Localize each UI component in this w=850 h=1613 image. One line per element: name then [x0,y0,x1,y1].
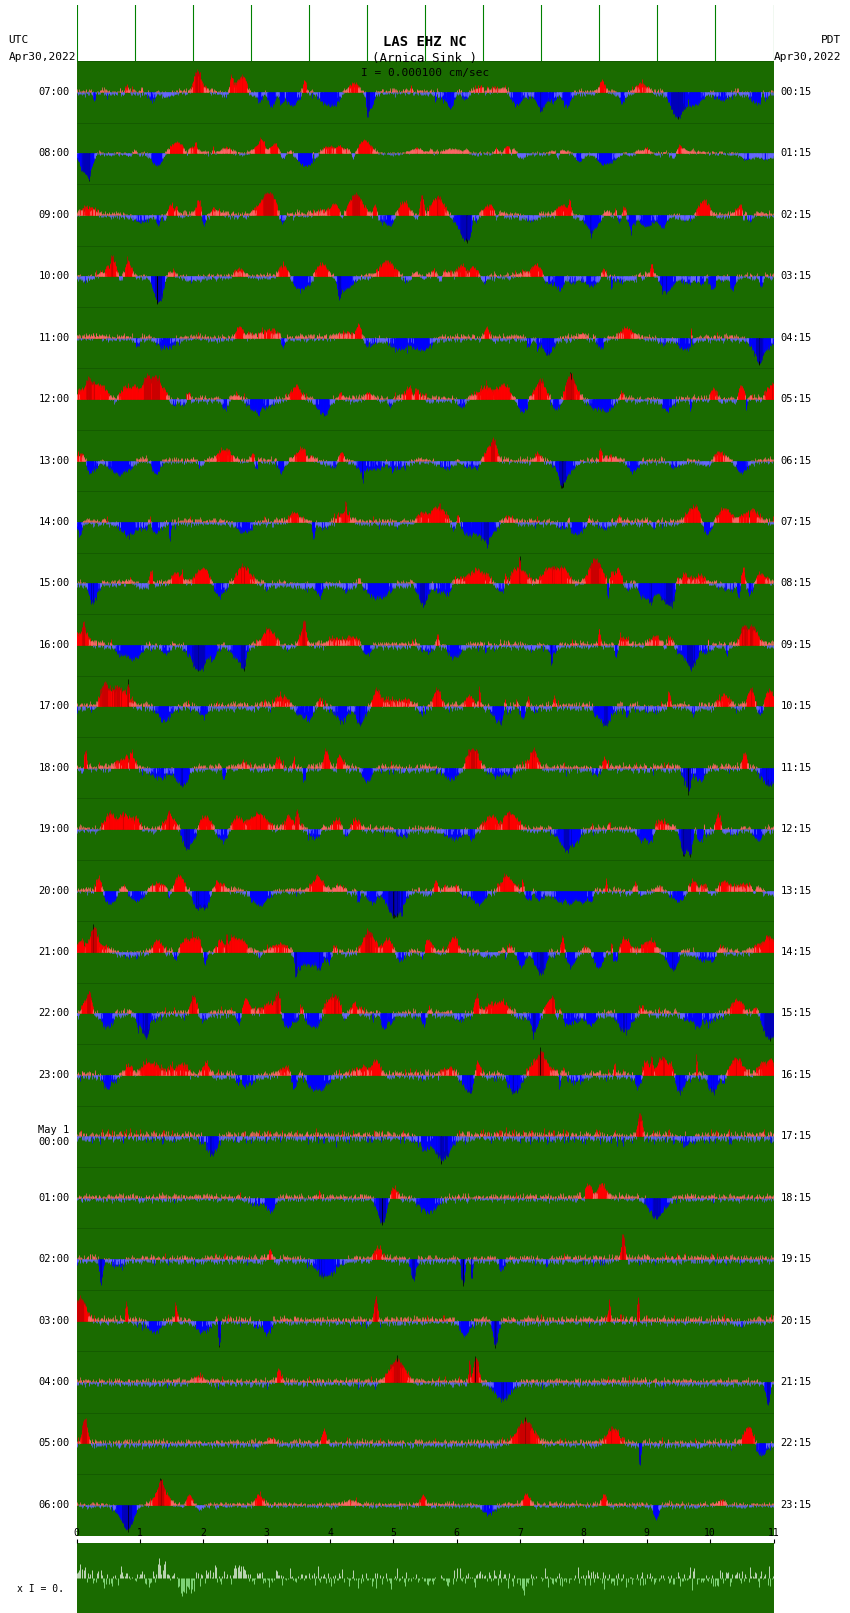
Text: 12:15: 12:15 [780,824,812,834]
Text: 15:00: 15:00 [38,579,70,589]
Text: 05:15: 05:15 [780,394,812,405]
Text: 16:00: 16:00 [38,640,70,650]
Text: 18:15: 18:15 [780,1192,812,1203]
Text: 16:15: 16:15 [780,1069,812,1079]
Text: 03:00: 03:00 [38,1316,70,1326]
Text: 17:15: 17:15 [780,1131,812,1142]
Text: 07:00: 07:00 [38,87,70,97]
Text: 19:15: 19:15 [780,1255,812,1265]
Text: 11:15: 11:15 [780,763,812,773]
Text: 15:15: 15:15 [780,1008,812,1018]
Text: 20:15: 20:15 [780,1316,812,1326]
Text: 19:00: 19:00 [38,824,70,834]
Text: 23:00: 23:00 [38,1069,70,1079]
Text: 13:00: 13:00 [38,455,70,466]
Text: Apr30,2022: Apr30,2022 [774,52,842,61]
Text: 13:15: 13:15 [780,886,812,895]
Text: 22:15: 22:15 [780,1439,812,1448]
Text: 10:15: 10:15 [780,702,812,711]
Text: 21:15: 21:15 [780,1378,812,1387]
Text: 14:15: 14:15 [780,947,812,957]
Text: 18:00: 18:00 [38,763,70,773]
Text: 02:15: 02:15 [780,210,812,219]
Text: LAS EHZ NC: LAS EHZ NC [383,35,467,50]
Text: 04:15: 04:15 [780,332,812,342]
Text: 03:15: 03:15 [780,271,812,281]
Text: 14:00: 14:00 [38,518,70,527]
Text: 11:00: 11:00 [38,332,70,342]
Text: 06:15: 06:15 [780,455,812,466]
Text: 23:15: 23:15 [780,1500,812,1510]
Text: 21:00: 21:00 [38,947,70,957]
Text: 02:00: 02:00 [38,1255,70,1265]
Text: 09:15: 09:15 [780,640,812,650]
Text: 20:00: 20:00 [38,886,70,895]
Text: (Arnica Sink ): (Arnica Sink ) [372,52,478,65]
Text: x I = 0.: x I = 0. [17,1584,64,1594]
Text: 01:15: 01:15 [780,148,812,158]
Text: 04:00: 04:00 [38,1378,70,1387]
Text: 05:00: 05:00 [38,1439,70,1448]
Text: 07:15: 07:15 [780,518,812,527]
Text: Apr30,2022: Apr30,2022 [8,52,76,61]
Text: 09:00: 09:00 [38,210,70,219]
Text: 08:15: 08:15 [780,579,812,589]
Text: 00:15: 00:15 [780,87,812,97]
Text: 12:00: 12:00 [38,394,70,405]
Text: UTC: UTC [8,35,29,45]
Text: 06:00: 06:00 [38,1500,70,1510]
Text: PDT: PDT [821,35,842,45]
Text: 22:00: 22:00 [38,1008,70,1018]
Text: 17:00: 17:00 [38,702,70,711]
Text: I = 0.000100 cm/sec: I = 0.000100 cm/sec [361,68,489,77]
Text: 01:00: 01:00 [38,1192,70,1203]
Text: 10:00: 10:00 [38,271,70,281]
Text: 08:00: 08:00 [38,148,70,158]
Text: May 1
00:00: May 1 00:00 [38,1126,70,1147]
